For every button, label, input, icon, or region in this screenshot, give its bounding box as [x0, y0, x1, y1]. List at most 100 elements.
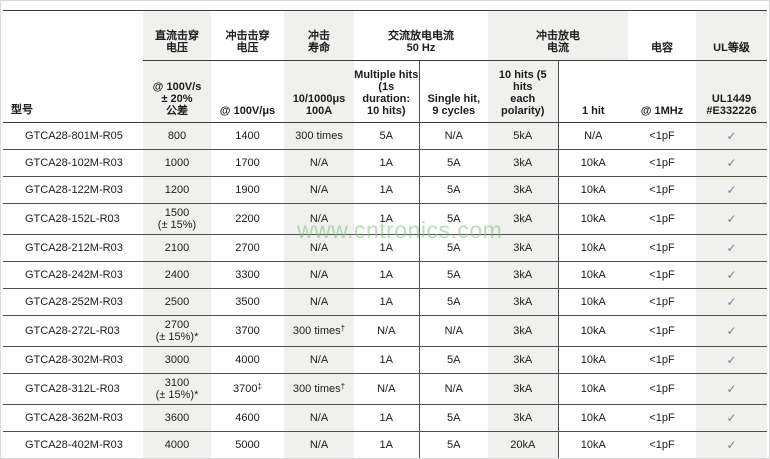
- value-cell: N/A: [284, 404, 354, 432]
- model-cell: GTCA28-272L-R03: [3, 315, 143, 347]
- column-group-header: 冲击击穿 电压: [211, 10, 284, 61]
- table-row: GTCA28-242M-R03 2400 3300 N/A 1A 5A 3kA 10kA <1p…: [3, 261, 767, 289]
- column-group-header: UL等级: [696, 10, 767, 61]
- model-cell: GTCA28-152L-R03: [3, 203, 143, 235]
- value-cell: <1pF: [628, 261, 696, 289]
- value-cell: N/A: [419, 122, 488, 150]
- ul-check-cell: ✓: [696, 149, 767, 177]
- model-cell: GTCA28-362M-R03: [3, 404, 143, 432]
- value-cell: 300 times†: [284, 315, 354, 347]
- value-cell: 3kA: [488, 149, 559, 177]
- value-cell: N/A: [284, 261, 354, 289]
- value-cell: <1pF: [628, 288, 696, 316]
- column-subheader: Multiple hits (1s duration: 10 hits): [354, 60, 420, 123]
- value-cell: 2700 (± 15%)*: [143, 315, 211, 347]
- value-cell: 300 times†: [284, 373, 354, 405]
- value-cell: 3500: [211, 288, 284, 316]
- value-cell: 1A: [354, 176, 420, 204]
- value-cell: N/A: [284, 431, 354, 458]
- value-cell: <1pF: [628, 315, 696, 347]
- value-cell: 20kA: [488, 431, 559, 458]
- value-cell: 2700: [211, 234, 284, 262]
- value-cell: 10kA: [558, 203, 628, 235]
- value-cell: 1A: [354, 288, 420, 316]
- value-cell: 3kA: [488, 373, 559, 405]
- value-cell: 4600: [211, 404, 284, 432]
- value-cell: 1A: [354, 404, 420, 432]
- value-cell: <1pF: [628, 373, 696, 405]
- model-cell: GTCA28-252M-R03: [3, 288, 143, 316]
- value-cell: N/A: [284, 176, 354, 204]
- value-cell: <1pF: [628, 234, 696, 262]
- value-cell: 5A: [419, 346, 488, 374]
- table-row: GTCA28-801M-R05 800 1400 300 times 5A N/A 5kA N…: [3, 122, 767, 150]
- table-row: GTCA28-362M-R03 3600 4600 N/A 1A 5A 3kA 10kA <1p…: [3, 404, 767, 432]
- table-row: GTCA28-212M-R03 2100 2700 N/A 1A 5A 3kA 10kA <1p…: [3, 234, 767, 262]
- spec-table-body: GTCA28-801M-R05 800 1400 300 times 5A N/A 5kA N…: [3, 122, 767, 458]
- column-subheader: 1 hit: [558, 60, 628, 123]
- value-cell: 3300: [211, 261, 284, 289]
- column-subheader: UL1449 #E332226: [696, 60, 767, 123]
- value-cell: N/A: [284, 346, 354, 374]
- column-group-header: 电容: [628, 10, 696, 61]
- value-cell: 3100 (± 15%)*: [143, 373, 211, 405]
- value-cell: 1A: [354, 346, 420, 374]
- value-cell: 2100: [143, 234, 211, 262]
- value-cell: 3700: [211, 315, 284, 347]
- spec-table-header: 型号 直流击穿 电压 冲击击穿 电压 冲击 寿命 交流放电电流 50 Hz 冲击放电 电流…: [3, 10, 767, 123]
- value-cell: 5A: [419, 176, 488, 204]
- value-cell: 1A: [354, 431, 420, 458]
- value-cell: <1pF: [628, 203, 696, 235]
- value-cell: 800: [143, 122, 211, 150]
- table-row: GTCA28-312L-R03 3100 (± 15%)* 3700‡ 300 tim…: [3, 373, 767, 405]
- value-cell: 2200: [211, 203, 284, 235]
- value-cell: 2500: [143, 288, 211, 316]
- ul-check-cell: ✓: [696, 404, 767, 432]
- value-cell: 3kA: [488, 203, 559, 235]
- value-cell: 4000: [211, 346, 284, 374]
- model-cell: GTCA28-402M-R03: [3, 431, 143, 458]
- value-cell: <1pF: [628, 404, 696, 432]
- table-row: GTCA28-102M-R03 1000 1700 N/A 1A 5A 3kA 10kA <1p…: [3, 149, 767, 177]
- value-cell: 1200: [143, 176, 211, 204]
- value-cell: 10kA: [558, 149, 628, 177]
- value-cell: <1pF: [628, 149, 696, 177]
- value-cell: N/A: [558, 122, 628, 150]
- value-cell: 5A: [354, 122, 420, 150]
- column-group-header: 冲击 寿命: [284, 10, 354, 61]
- table-row: GTCA28-122M-R03 1200 1900 N/A 1A 5A 3kA 10kA <1p…: [3, 176, 767, 204]
- footnote-marker: †: [340, 382, 346, 391]
- ul-check-cell: ✓: [696, 431, 767, 458]
- spec-table: 型号 直流击穿 电压 冲击击穿 电压 冲击 寿命 交流放电电流 50 Hz 冲击放电 电流…: [3, 10, 767, 458]
- value-cell: 5A: [419, 203, 488, 235]
- table-row: GTCA28-252M-R03 2500 3500 N/A 1A 5A 3kA 10kA <1p…: [3, 288, 767, 316]
- column-subheader: @ 100V/μs: [211, 60, 284, 123]
- table-row: GTCA28-272L-R03 2700 (± 15%)* 3700 300 time…: [3, 315, 767, 347]
- column-subheader: @ 100V/s ± 20% 公差: [143, 60, 211, 123]
- value-cell: 5A: [419, 288, 488, 316]
- value-cell: 5kA: [488, 122, 559, 150]
- value-cell: N/A: [284, 149, 354, 177]
- value-cell: 3600: [143, 404, 211, 432]
- value-cell: 5A: [419, 404, 488, 432]
- value-cell: 300 times: [284, 122, 354, 150]
- ul-check-cell: ✓: [696, 261, 767, 289]
- value-cell: 2400: [143, 261, 211, 289]
- value-cell: 3kA: [488, 404, 559, 432]
- column-subheader: @ 1MHz: [628, 60, 696, 123]
- value-cell: 1A: [354, 261, 420, 289]
- model-cell: GTCA28-102M-R03: [3, 149, 143, 177]
- value-cell: N/A: [284, 234, 354, 262]
- footnote-marker: ‡: [257, 382, 262, 391]
- model-cell: GTCA28-122M-R03: [3, 176, 143, 204]
- ul-check-cell: ✓: [696, 346, 767, 374]
- value-cell: 3kA: [488, 315, 559, 347]
- model-cell: GTCA28-312L-R03: [3, 373, 143, 405]
- value-cell: 3000: [143, 346, 211, 374]
- model-column-header: 型号: [3, 10, 143, 123]
- footnote-marker: †: [340, 324, 346, 333]
- column-subheader: Single hit, 9 cycles: [419, 60, 488, 123]
- ul-check-cell: ✓: [696, 234, 767, 262]
- value-cell: N/A: [354, 315, 420, 347]
